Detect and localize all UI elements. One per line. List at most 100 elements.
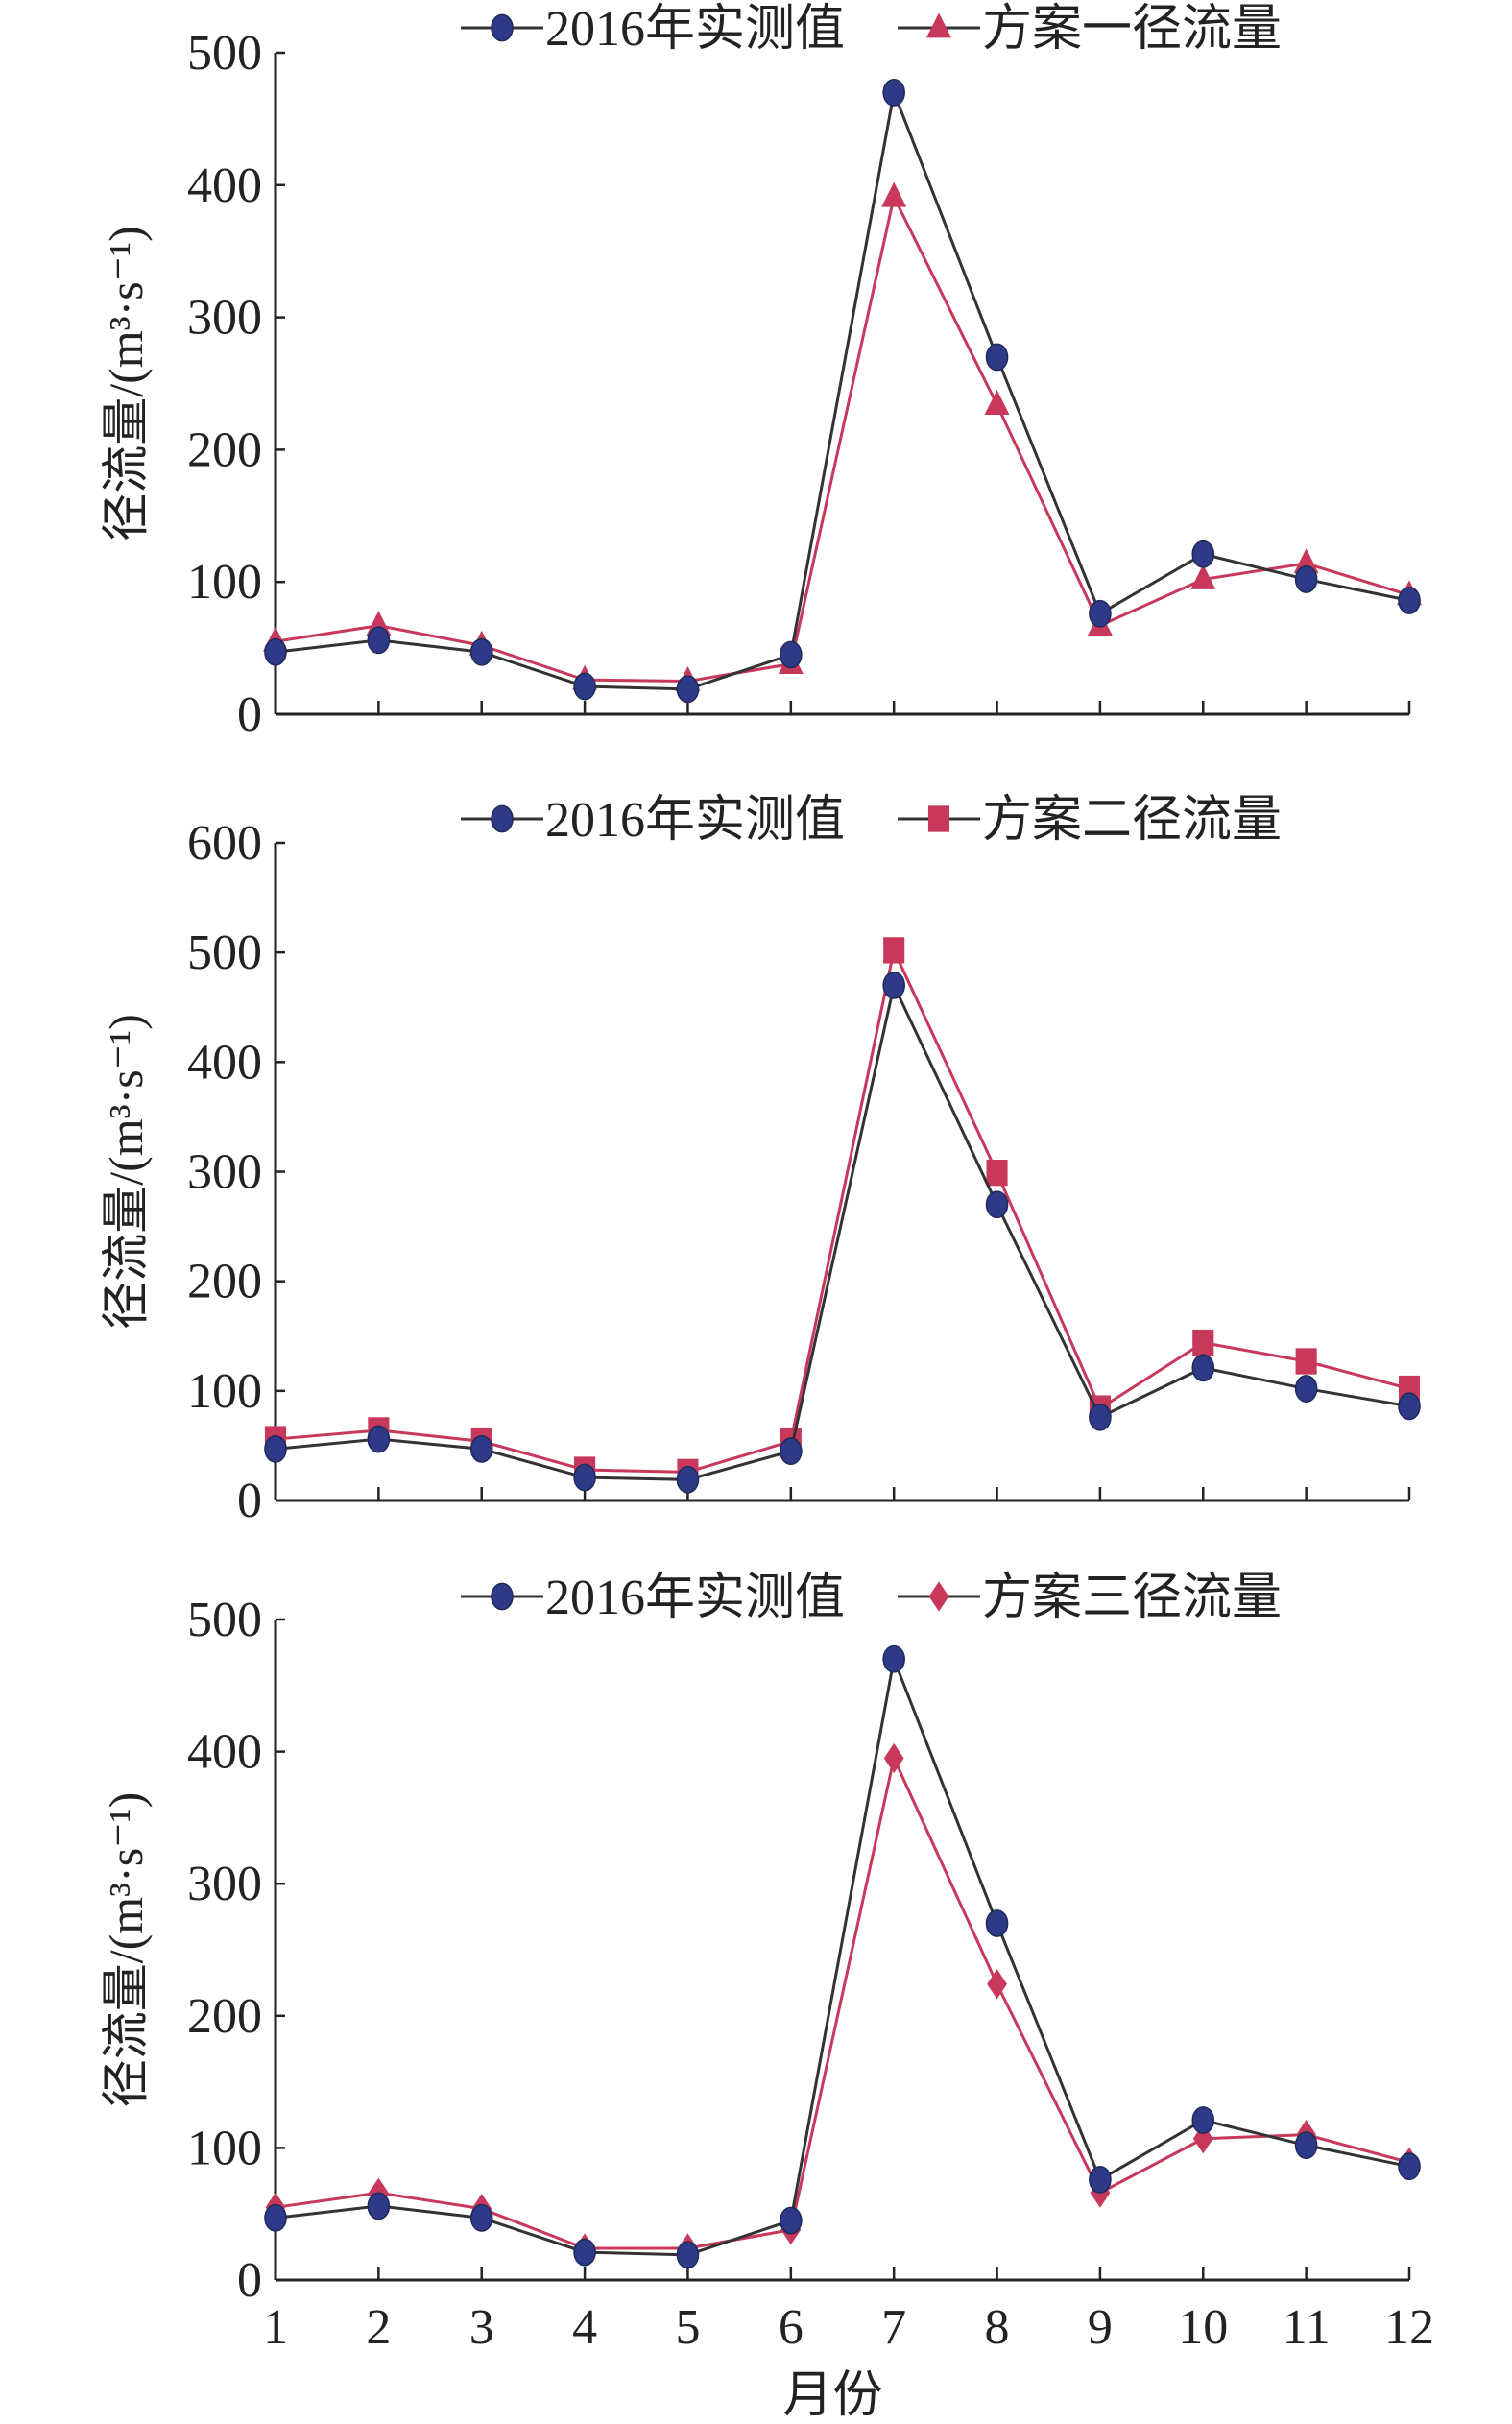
data-point bbox=[1191, 1354, 1215, 1382]
y-tick-label: 0 bbox=[237, 687, 262, 742]
data-point bbox=[469, 1434, 493, 1463]
series-line bbox=[275, 1653, 1410, 2257]
x-tick-label: 3 bbox=[469, 2300, 494, 2355]
x-tick-label: 10 bbox=[1178, 2300, 1228, 2355]
data-point bbox=[984, 389, 1010, 415]
series-1 bbox=[264, 78, 1421, 704]
data-point bbox=[573, 672, 596, 701]
data-point bbox=[882, 1644, 905, 1673]
legend-marker-triangle-icon bbox=[926, 12, 951, 38]
data-point bbox=[1294, 2131, 1318, 2160]
series-line bbox=[275, 980, 1410, 1481]
series-line bbox=[275, 86, 1410, 691]
y-tick-label: 500 bbox=[187, 925, 262, 980]
legend: 2016年实测值 方案二径流量 bbox=[461, 793, 1282, 848]
legend: 2016年实测值 方案三径流量 bbox=[461, 1571, 1282, 1625]
data-point bbox=[264, 1434, 287, 1463]
y-tick-label: 200 bbox=[187, 1255, 262, 1309]
y-tick-label: 300 bbox=[187, 1145, 262, 1200]
x-axis-label: 月份 bbox=[782, 2368, 882, 2423]
legend-marker-square-icon bbox=[927, 805, 950, 832]
data-point bbox=[1294, 565, 1318, 593]
data-point bbox=[987, 1969, 1007, 2000]
data-point bbox=[883, 937, 905, 964]
y-tick-label: 100 bbox=[187, 2121, 262, 2175]
data-point bbox=[469, 637, 493, 666]
data-point bbox=[1398, 587, 1421, 614]
y-tick-label: 600 bbox=[187, 816, 262, 871]
y-axis-label: 径流量/(m³·s⁻¹) bbox=[99, 1792, 153, 2108]
y-tick-label: 400 bbox=[187, 1035, 262, 1090]
data-point bbox=[1192, 1329, 1214, 1356]
data-point bbox=[367, 2192, 391, 2220]
data-point bbox=[1191, 540, 1215, 568]
series-1 bbox=[264, 1644, 1421, 2269]
data-point bbox=[985, 1190, 1009, 1219]
data-point bbox=[264, 637, 287, 666]
data-point bbox=[1398, 1392, 1421, 1421]
y-tick-label: 100 bbox=[187, 555, 262, 610]
data-point bbox=[264, 2203, 287, 2232]
y-tick-label: 400 bbox=[187, 1725, 262, 1780]
y-tick-label: 300 bbox=[187, 291, 262, 346]
data-point bbox=[780, 2206, 803, 2235]
y-axis-label: 径流量/(m³·s⁻¹) bbox=[99, 226, 153, 541]
series-line bbox=[275, 1753, 1410, 2250]
x-tick-label: 5 bbox=[675, 2300, 700, 2355]
data-point bbox=[986, 1159, 1008, 1187]
legend-marker-circle-icon bbox=[491, 804, 514, 833]
legend-label: 方案三径流量 bbox=[982, 1571, 1282, 1625]
chart-panel-1: 0 100 200 300 400 500 径流量/(m³·s⁻¹) 2016年实测值 方案一径… bbox=[99, 2, 1422, 742]
data-point bbox=[881, 181, 907, 207]
series-2 bbox=[265, 1742, 1420, 2264]
chart-panel-2: 0 100 200 300 400 500 600 径流量/(m³·s⁻¹) 2016年实测值 方… bbox=[99, 793, 1421, 1528]
data-point bbox=[985, 343, 1009, 372]
y-tick-label: 0 bbox=[237, 2253, 262, 2308]
data-point bbox=[1190, 564, 1216, 589]
y-tick-label: 200 bbox=[187, 422, 262, 477]
data-point bbox=[1295, 1348, 1317, 1375]
data-point bbox=[1294, 1375, 1318, 1403]
data-point bbox=[780, 1437, 803, 1466]
data-point bbox=[1089, 1403, 1112, 1431]
x-tick-label: 6 bbox=[779, 2300, 804, 2355]
y-tick-label: 500 bbox=[187, 26, 262, 81]
data-point bbox=[985, 1909, 1009, 1937]
y-tick-label: 400 bbox=[187, 158, 262, 213]
series-2 bbox=[264, 937, 1421, 1485]
data-point bbox=[1191, 2106, 1215, 2134]
x-tick-label: 4 bbox=[572, 2300, 597, 2355]
legend-label: 方案二径流量 bbox=[982, 793, 1282, 848]
legend-label: 方案一径流量 bbox=[982, 2, 1282, 57]
series-1 bbox=[264, 972, 1421, 1494]
legend-marker-diamond-icon bbox=[928, 1581, 949, 1612]
x-tick-label: 9 bbox=[1088, 2300, 1113, 2355]
x-tick-label: 2 bbox=[366, 2300, 391, 2355]
legend-marker-circle-icon bbox=[491, 1582, 514, 1611]
data-point bbox=[573, 2238, 596, 2267]
data-point bbox=[883, 1742, 904, 1774]
series-2 bbox=[263, 181, 1422, 691]
y-tick-label: 500 bbox=[187, 1593, 262, 1647]
data-point bbox=[367, 626, 391, 655]
y-tick-label: 0 bbox=[237, 1474, 262, 1528]
data-point bbox=[882, 972, 905, 999]
data-point bbox=[780, 640, 803, 669]
legend-label: 2016年实测值 bbox=[545, 793, 845, 848]
data-point bbox=[367, 1425, 391, 1453]
data-point bbox=[676, 675, 700, 704]
y-tick-label: 100 bbox=[187, 1364, 262, 1419]
data-point bbox=[469, 2203, 493, 2232]
data-point bbox=[1089, 2166, 1112, 2194]
x-tick-label: 11 bbox=[1283, 2300, 1331, 2355]
data-point bbox=[1089, 599, 1112, 628]
legend-marker-circle-icon bbox=[491, 13, 514, 42]
y-tick-label: 200 bbox=[187, 1989, 262, 2044]
x-tick-label: 1 bbox=[263, 2300, 288, 2355]
series-line bbox=[275, 946, 1410, 1474]
data-point bbox=[882, 78, 905, 107]
data-point bbox=[676, 1465, 700, 1494]
